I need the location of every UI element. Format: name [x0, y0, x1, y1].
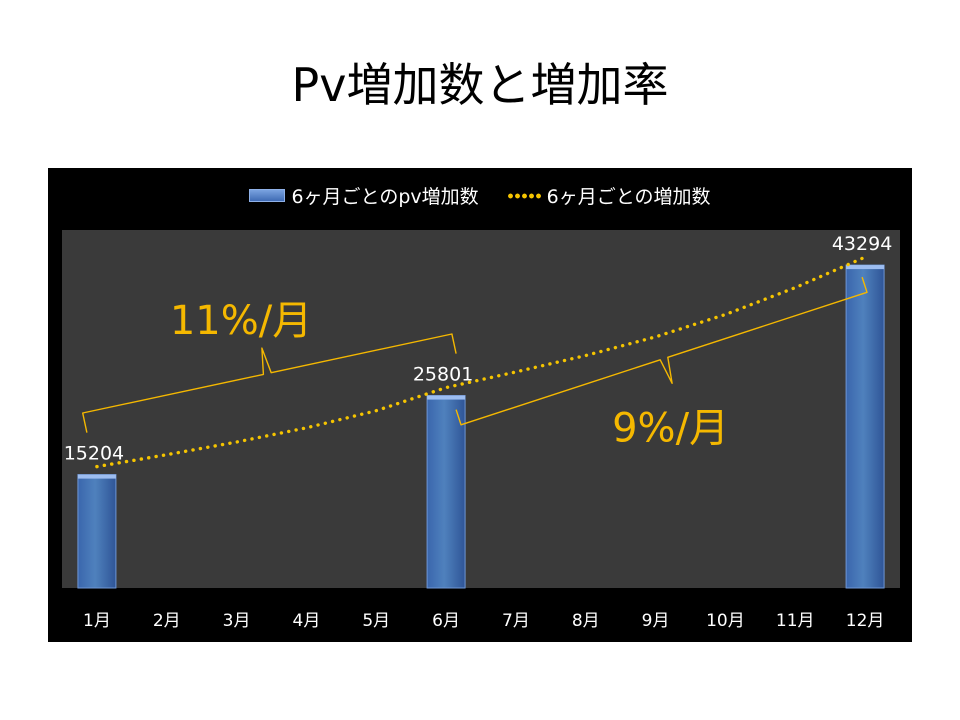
bars-layer: [77, 264, 885, 589]
x-axis-ticks: 1月 2月 3月 4月 5月 6月 7月 8月 9月 10月 11月 12月: [83, 611, 884, 631]
data-labels-layer: 15204 25801 43294: [64, 233, 893, 465]
x-tick-label: 2月: [153, 611, 181, 631]
x-tick-label: 4月: [293, 611, 321, 631]
growth-rate-annotation-1: 11%/月: [170, 298, 312, 344]
x-tick-label: 6月: [432, 611, 460, 631]
bar-1月[interactable]: [77, 474, 117, 589]
trend-line: [95, 255, 867, 469]
legend-label-trend: 6ヶ月ごとの増加数: [546, 186, 711, 208]
legend-bar-swatch: [249, 189, 286, 202]
data-label: 43294: [832, 233, 892, 255]
bar-6月[interactable]: [426, 395, 466, 589]
x-tick-label: 9月: [642, 611, 670, 631]
plot-area: [62, 230, 900, 588]
x-tick-label: 8月: [572, 611, 600, 631]
bar-top-highlight: [846, 265, 885, 270]
x-tick-label: 7月: [502, 611, 530, 631]
annotation-braces: 11%/月 9%/月: [82, 276, 868, 451]
growth-rate-annotation-2: 9%/月: [612, 405, 729, 451]
bar-top-highlight: [77, 474, 116, 479]
chart-svg: 11%/月 9%/月 15204 25801 43294 1月 2月 3月 4月 5月 6月 7月…: [62, 230, 900, 631]
bar-top-highlight: [427, 395, 466, 400]
legend-dots-swatch: [506, 192, 541, 199]
slide-title: Pv増加数と増加率: [291, 58, 669, 112]
x-tick-label: 12月: [846, 611, 885, 631]
trend-layer: [95, 255, 867, 469]
chart-container: 11%/月 9%/月 15204 25801 43294 1月 2月 3月 4月 5月 6月 7月…: [48, 168, 912, 642]
x-tick-label: 10月: [706, 611, 745, 631]
legend-item-bars[interactable]: 6ヶ月ごとのpv増加数: [249, 182, 479, 209]
x-tick-label: 3月: [223, 611, 251, 631]
x-tick-label: 11月: [776, 611, 815, 631]
legend-label-bars: 6ヶ月ごとのpv増加数: [291, 186, 479, 208]
x-tick-label: 5月: [362, 611, 390, 631]
brace-2: [455, 276, 868, 426]
legend: 6ヶ月ごとのpv増加数 6ヶ月ごとの増加数: [48, 182, 912, 209]
data-label: 25801: [413, 364, 473, 386]
brace-1: [82, 333, 457, 433]
data-label: 15204: [64, 443, 124, 465]
legend-item-trend[interactable]: 6ヶ月ごとの増加数: [506, 182, 711, 209]
x-tick-label: 1月: [83, 611, 111, 631]
bar-12月[interactable]: [845, 264, 885, 589]
